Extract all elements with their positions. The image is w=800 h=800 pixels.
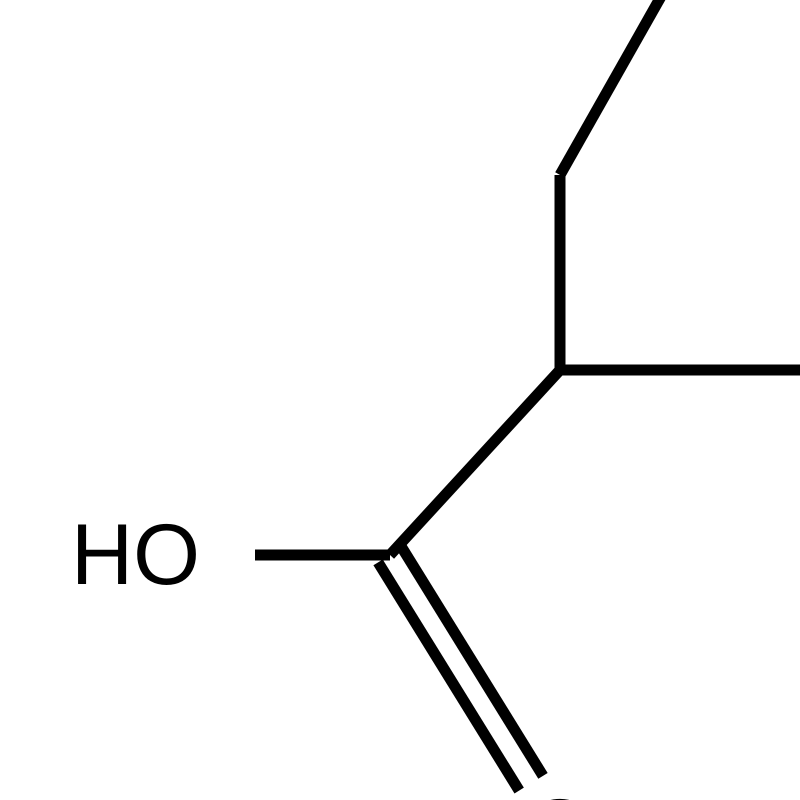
molecule-diagram: HO O [0,0,800,800]
atom-label-oHydroxyl: HO [71,507,200,603]
atom-label-oCarbonyl: O [527,782,594,800]
